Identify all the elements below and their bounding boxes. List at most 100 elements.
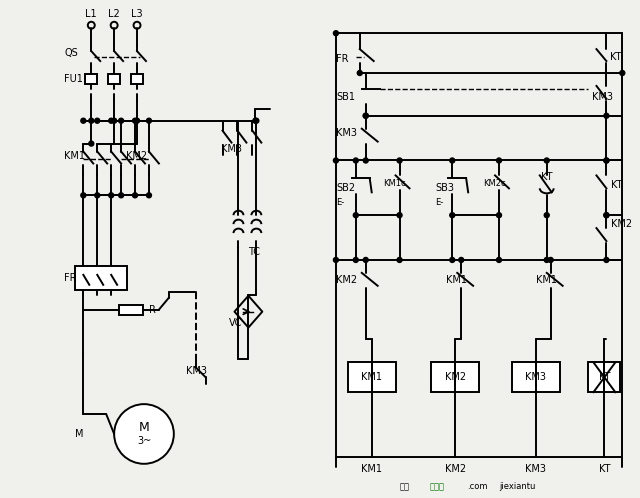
Text: 接线图: 接线图	[429, 482, 444, 491]
Text: M: M	[75, 429, 83, 439]
Text: KM3: KM3	[593, 92, 614, 102]
Text: FU1: FU1	[65, 74, 83, 84]
Text: KM3: KM3	[336, 127, 357, 137]
Circle shape	[89, 141, 94, 146]
Circle shape	[134, 118, 140, 123]
Text: SB1: SB1	[336, 92, 355, 102]
Bar	[512, 363, 559, 392]
Circle shape	[548, 257, 553, 262]
Circle shape	[397, 257, 402, 262]
Circle shape	[497, 257, 502, 262]
Circle shape	[497, 213, 502, 218]
Circle shape	[364, 113, 368, 118]
Bar	[589, 363, 620, 392]
Bar	[76, 266, 127, 290]
Text: VC: VC	[228, 318, 242, 328]
Circle shape	[397, 158, 402, 163]
Circle shape	[118, 118, 124, 123]
Circle shape	[147, 118, 152, 123]
Bar	[108, 74, 120, 84]
Circle shape	[95, 118, 100, 123]
Text: KM3: KM3	[525, 373, 547, 382]
Bar	[131, 74, 143, 84]
Circle shape	[353, 257, 358, 262]
Text: FR: FR	[65, 273, 77, 283]
Text: KM1: KM1	[361, 464, 382, 474]
Text: KM2: KM2	[445, 373, 466, 382]
Circle shape	[604, 113, 609, 118]
Circle shape	[497, 158, 502, 163]
Text: TC: TC	[248, 247, 260, 257]
Bar	[431, 363, 479, 392]
Circle shape	[450, 257, 455, 262]
Circle shape	[81, 118, 86, 123]
Circle shape	[147, 193, 152, 198]
Text: 3~: 3~	[137, 436, 151, 446]
Text: KM2: KM2	[336, 275, 357, 285]
Text: .com: .com	[467, 482, 488, 491]
Text: KM1c: KM1c	[383, 179, 405, 188]
Circle shape	[118, 193, 124, 198]
Text: KT: KT	[598, 373, 610, 382]
Circle shape	[111, 118, 116, 123]
Circle shape	[357, 71, 362, 76]
Circle shape	[333, 257, 339, 262]
Circle shape	[450, 213, 455, 218]
Bar	[348, 363, 396, 392]
Text: SB2: SB2	[336, 183, 355, 193]
Text: E-: E-	[435, 198, 444, 207]
Circle shape	[353, 213, 358, 218]
Text: L1: L1	[86, 9, 97, 19]
Text: M: M	[139, 421, 149, 434]
Text: KM2: KM2	[611, 219, 632, 229]
Circle shape	[109, 193, 114, 198]
Text: KM1: KM1	[361, 373, 382, 382]
Circle shape	[604, 257, 609, 262]
Circle shape	[544, 158, 549, 163]
Text: L2: L2	[108, 9, 120, 19]
Text: KM3: KM3	[221, 143, 241, 153]
Circle shape	[89, 118, 94, 123]
Circle shape	[333, 158, 339, 163]
Text: KT: KT	[611, 52, 622, 62]
Circle shape	[132, 193, 138, 198]
Circle shape	[604, 213, 609, 218]
Circle shape	[604, 213, 609, 218]
Text: KM1: KM1	[65, 150, 85, 160]
Text: KM1: KM1	[536, 275, 557, 285]
Text: KM2: KM2	[445, 464, 466, 474]
Circle shape	[450, 158, 455, 163]
Text: R: R	[149, 305, 156, 315]
Circle shape	[81, 193, 86, 198]
Circle shape	[604, 158, 609, 163]
Circle shape	[333, 31, 339, 36]
Circle shape	[459, 257, 464, 262]
Text: KT: KT	[598, 464, 610, 474]
Text: E-: E-	[336, 198, 344, 207]
Circle shape	[254, 118, 259, 123]
Circle shape	[604, 158, 609, 163]
Circle shape	[364, 113, 368, 118]
Circle shape	[364, 257, 368, 262]
Circle shape	[353, 158, 358, 163]
Text: KM3: KM3	[186, 367, 207, 376]
Circle shape	[109, 118, 114, 123]
Text: KT: KT	[611, 180, 623, 190]
Text: 知道: 知道	[399, 482, 410, 491]
Text: QS: QS	[65, 48, 78, 58]
Circle shape	[544, 257, 549, 262]
Text: FR: FR	[336, 54, 348, 64]
Circle shape	[364, 158, 368, 163]
Circle shape	[95, 193, 100, 198]
Text: L3: L3	[131, 9, 143, 19]
Text: KM1: KM1	[446, 275, 467, 285]
Text: KM3: KM3	[525, 464, 547, 474]
Text: SB3: SB3	[435, 183, 454, 193]
Text: KM2c: KM2c	[483, 179, 506, 188]
Circle shape	[620, 71, 625, 76]
Circle shape	[114, 404, 174, 464]
Circle shape	[544, 213, 549, 218]
Circle shape	[253, 118, 258, 123]
Text: KT: KT	[541, 172, 552, 182]
Bar	[85, 74, 97, 84]
